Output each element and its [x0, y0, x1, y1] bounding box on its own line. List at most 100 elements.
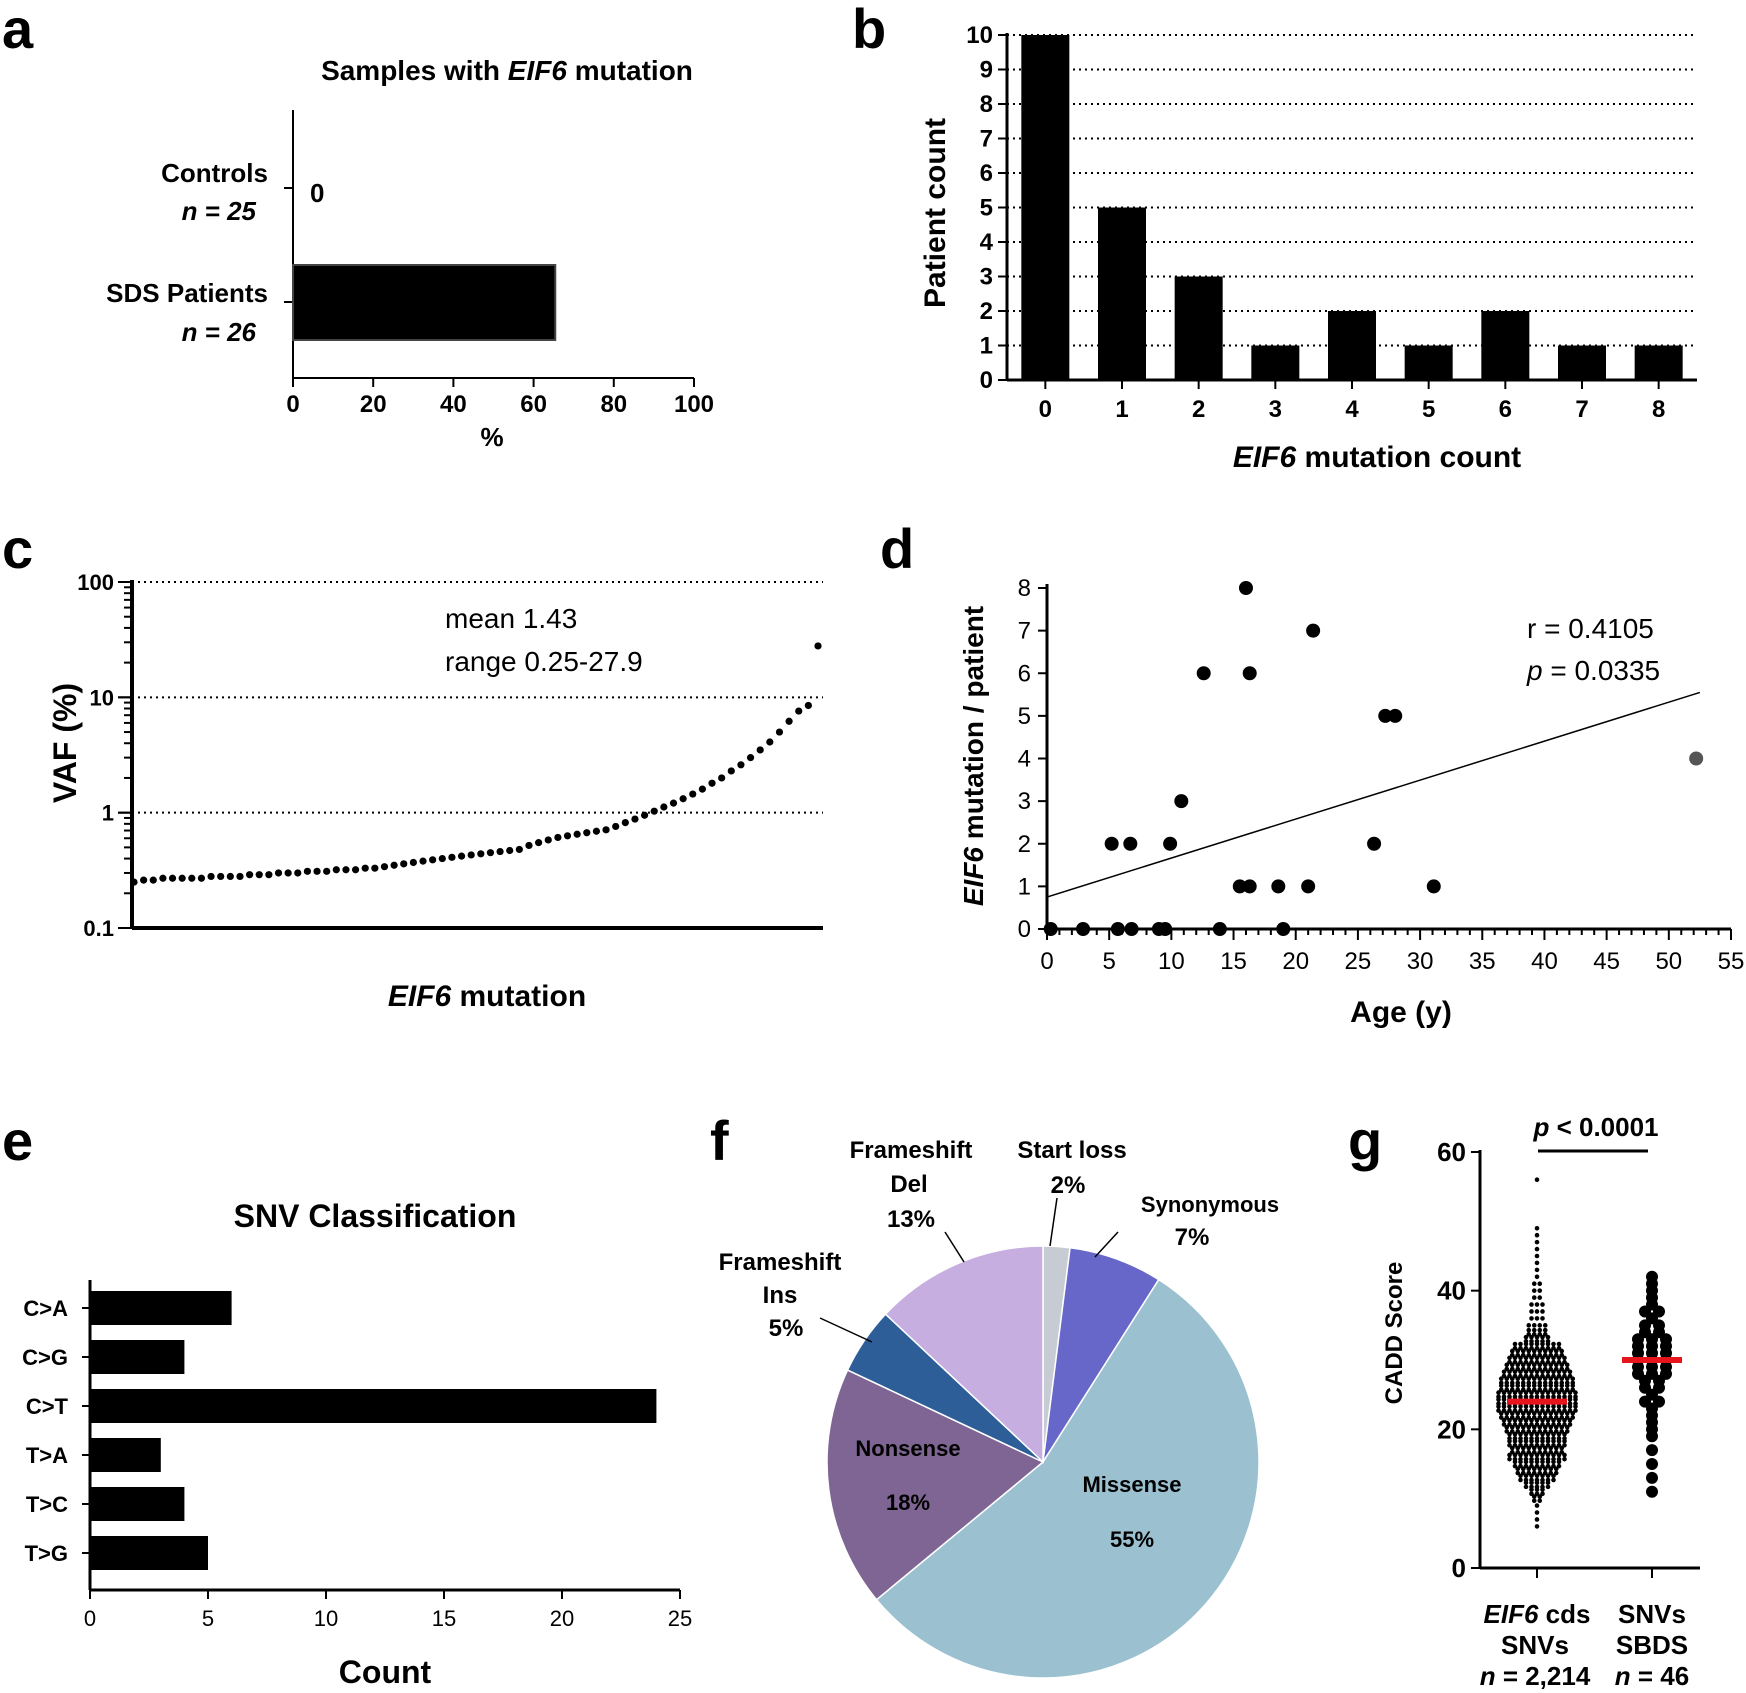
g-point-group1	[1567, 1394, 1573, 1400]
b-xtick-label: 2	[1192, 396, 1205, 423]
g-point-group1	[1496, 1401, 1501, 1406]
c-point	[746, 754, 755, 762]
g-point-group1	[1523, 1394, 1529, 1400]
d-ytick-label: 6	[1018, 660, 1031, 687]
panel-a: Samples with EIF6 mutation Controls n = …	[106, 55, 714, 452]
g-point-group1	[1512, 1422, 1518, 1427]
g-point-group1	[1526, 1352, 1532, 1358]
g-point-group1	[1526, 1387, 1532, 1393]
g-point-group1	[1509, 1415, 1515, 1420]
f-leaders	[819, 1197, 1119, 1343]
g-point-group1	[1545, 1463, 1551, 1469]
e-x-label: Count	[339, 1654, 432, 1690]
g-point-group1	[1534, 1260, 1540, 1266]
g-point-group1	[1540, 1436, 1545, 1441]
g-point-group1	[1526, 1429, 1532, 1434]
g-point-group1	[1515, 1429, 1521, 1434]
d-point	[1212, 922, 1227, 936]
g-point-group1	[1562, 1456, 1567, 1462]
c-point	[303, 867, 312, 875]
c-annotation-range: range 0.25-27.9	[445, 646, 643, 677]
g-point-group1	[1551, 1477, 1556, 1483]
c-point	[689, 790, 697, 798]
c-point	[409, 858, 417, 867]
b-bar	[1098, 207, 1146, 380]
g-point-group1	[1496, 1408, 1501, 1413]
g-point-group1	[1531, 1498, 1537, 1504]
c-point	[486, 849, 495, 857]
c-point	[332, 866, 340, 874]
g-point-group1	[1540, 1491, 1545, 1497]
g-point-group1	[1537, 1387, 1543, 1393]
g-point-group1	[1567, 1422, 1573, 1427]
g-point-group1	[1559, 1366, 1565, 1372]
f-pct-nonsense: 18%	[886, 1490, 930, 1515]
e-cat-label: C>T	[26, 1394, 69, 1419]
b-bar	[1634, 345, 1683, 380]
e-bar	[90, 1389, 657, 1423]
g-point-group1	[1559, 1429, 1565, 1434]
g-point-group1	[1540, 1316, 1545, 1321]
c-point	[679, 795, 687, 803]
g-point-group1	[1551, 1456, 1556, 1462]
g-point-group1	[1518, 1345, 1523, 1351]
b-xtick-label: 4	[1345, 396, 1359, 423]
g-point-group1	[1531, 1387, 1537, 1393]
panel-label-a: a	[2, 0, 34, 60]
c-point	[159, 874, 167, 882]
g-point-group1	[1534, 1239, 1540, 1245]
d-point	[1388, 708, 1403, 723]
e-bar	[90, 1291, 232, 1325]
g-point-group2	[1646, 1471, 1658, 1484]
g-point-group2	[1646, 1485, 1658, 1498]
d-point	[1426, 879, 1441, 894]
g-ytick-label: 20	[1437, 1414, 1466, 1444]
a-n-label-controls: n = 25	[182, 196, 257, 226]
c-point	[737, 761, 745, 769]
g-point-group1	[1518, 1436, 1523, 1441]
d-point	[1367, 836, 1382, 851]
g-point-group1	[1548, 1366, 1554, 1372]
d-point	[1242, 666, 1257, 681]
g-point-group1	[1542, 1323, 1548, 1328]
c-point	[323, 867, 331, 875]
g-point-group1	[1548, 1449, 1554, 1455]
c-point	[390, 861, 398, 869]
g-point-group1	[1545, 1345, 1551, 1351]
g-point-group1	[1507, 1442, 1512, 1448]
g-point-group1	[1523, 1456, 1529, 1462]
g-point-group1	[1564, 1380, 1570, 1386]
c-point	[207, 872, 215, 881]
e-bars: C>A C>G C>T T>A T>C T>G	[22, 1291, 657, 1570]
d-ytick-label: 8	[1018, 575, 1031, 602]
g-point-group1	[1556, 1345, 1562, 1351]
g-point-group1	[1526, 1470, 1532, 1476]
a-xtick-label: 20	[360, 391, 387, 418]
c-point	[149, 876, 157, 884]
d-annotation-p: p = 0.0335	[1526, 655, 1660, 686]
g-point-group1	[1559, 1380, 1565, 1386]
g-point-group1	[1523, 1477, 1529, 1483]
g-point-group1	[1520, 1366, 1526, 1372]
g-point-group1	[1548, 1380, 1554, 1386]
g-point-group1	[1562, 1436, 1567, 1441]
g-point-group1	[1551, 1373, 1556, 1379]
d-point	[1271, 879, 1286, 894]
g-point-group1	[1531, 1429, 1537, 1434]
g-point-group1	[1570, 1380, 1576, 1386]
c-point	[284, 869, 292, 877]
e-cat-label: C>G	[22, 1345, 68, 1370]
c-point	[217, 872, 225, 881]
g-point-group1	[1531, 1415, 1537, 1420]
g-point-group1	[1548, 1415, 1554, 1420]
g-point-group1	[1553, 1449, 1559, 1455]
c-point	[429, 856, 437, 864]
g-point-group1	[1553, 1352, 1559, 1358]
e-bar	[90, 1487, 185, 1521]
a-value-label-controls: 0	[310, 178, 324, 208]
c-point	[621, 819, 629, 827]
g-point-group1	[1520, 1352, 1526, 1358]
g-point-group1	[1567, 1408, 1573, 1413]
g-point-group1	[1531, 1332, 1537, 1337]
